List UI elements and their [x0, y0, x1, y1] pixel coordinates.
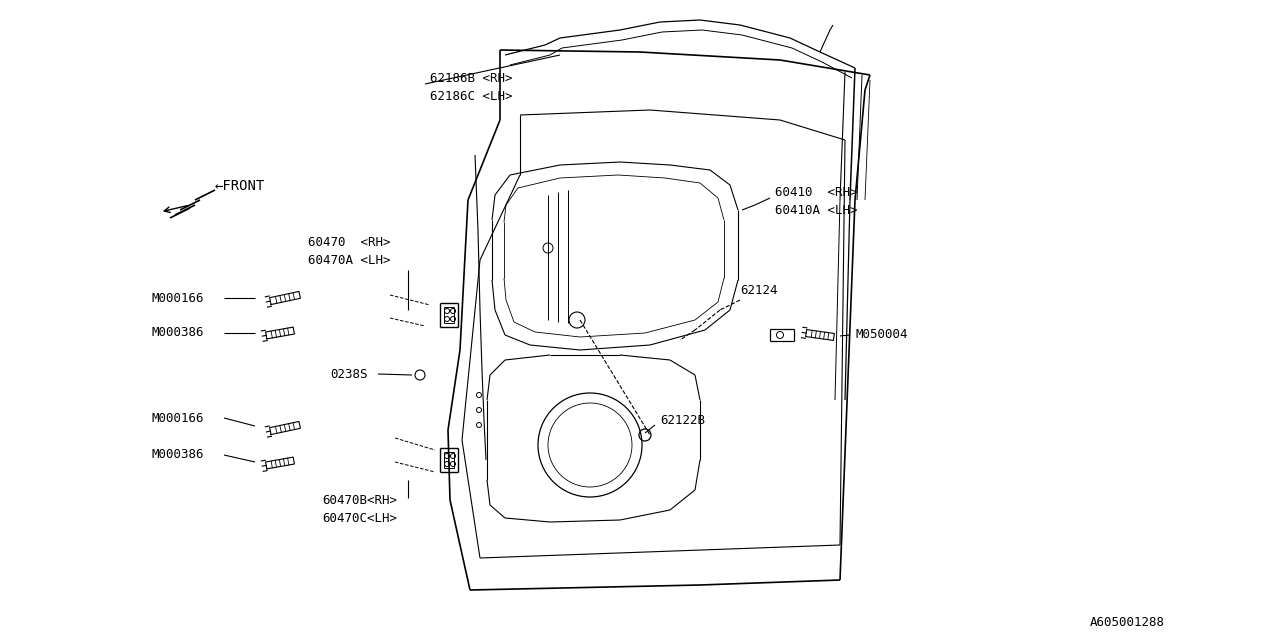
Text: M000386: M000386: [152, 326, 205, 339]
Text: 62186C <LH>: 62186C <LH>: [430, 90, 512, 102]
Text: ←FRONT: ←FRONT: [215, 179, 265, 193]
Text: 62122B: 62122B: [660, 413, 705, 426]
Text: 0238S: 0238S: [330, 367, 367, 381]
Text: 60410A <LH>: 60410A <LH>: [774, 205, 858, 218]
Text: M000386: M000386: [152, 449, 205, 461]
Text: 60470A <LH>: 60470A <LH>: [308, 255, 390, 268]
Text: M000166: M000166: [152, 291, 205, 305]
Text: 60470  <RH>: 60470 <RH>: [308, 237, 390, 250]
Text: 62186B <RH>: 62186B <RH>: [430, 72, 512, 84]
Text: 60410  <RH>: 60410 <RH>: [774, 186, 858, 200]
Text: A605001288: A605001288: [1091, 616, 1165, 628]
Text: 60470B<RH>: 60470B<RH>: [323, 493, 397, 506]
Text: M050004: M050004: [855, 328, 908, 342]
Text: 62124: 62124: [740, 285, 777, 298]
Text: M000166: M000166: [152, 412, 205, 424]
Text: 60470C<LH>: 60470C<LH>: [323, 511, 397, 525]
